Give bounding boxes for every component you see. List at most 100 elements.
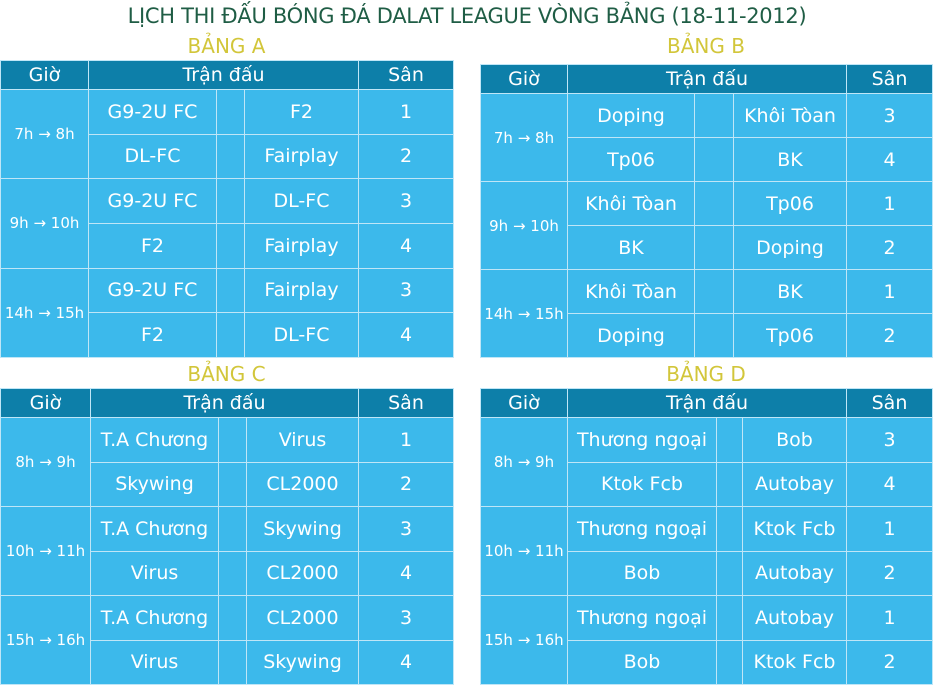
header-time: Giờ <box>0 388 91 418</box>
home-team: G9-2U FC <box>88 89 217 135</box>
field-number: 4 <box>358 222 454 269</box>
away-team: CL2000 <box>246 550 359 596</box>
group-title: BẢNG C <box>187 362 266 386</box>
table-row: Bob Ktok Fcb 2 <box>481 639 933 685</box>
home-team: Virus <box>90 550 219 596</box>
time-slot: 14h → 15h <box>0 267 89 358</box>
home-team: Bob <box>567 550 717 596</box>
page-title: LỊCH THI ĐẤU BÓNG ĐÁ DALAT LEAGUE VÒNG B… <box>127 4 807 28</box>
field-number: 3 <box>846 93 933 138</box>
field-number: 3 <box>358 267 454 314</box>
field-number: 4 <box>846 137 933 182</box>
away-team: Doping <box>733 225 847 270</box>
vs-spacer <box>694 181 734 226</box>
time-slot: 9h → 10h <box>480 181 568 270</box>
away-team: Bob <box>742 417 847 463</box>
field-number: 2 <box>846 313 933 358</box>
field-number: 2 <box>846 550 933 596</box>
table-row: F2 DL-FC 4 <box>1 312 454 358</box>
home-team: Doping <box>567 313 695 358</box>
away-team: Ktok Fcb <box>742 506 847 552</box>
table-row: Doping Tp06 2 <box>481 313 933 358</box>
vs-spacer <box>716 595 743 641</box>
header-match: Trận đấu <box>567 388 847 418</box>
field-number: 2 <box>358 461 454 507</box>
field-number: 1 <box>358 417 454 463</box>
group-title: BẢNG A <box>187 34 266 58</box>
vs-spacer <box>216 312 245 358</box>
home-team: DL-FC <box>88 133 217 180</box>
header-time: Giờ <box>480 64 568 94</box>
home-team: BK <box>567 225 695 270</box>
header-row: Giờ Trận đấu Sân <box>480 64 933 94</box>
header-field: Sân <box>358 388 454 418</box>
group-title: BẢNG D <box>666 362 746 386</box>
home-team: T.A Chương <box>90 595 219 641</box>
vs-spacer <box>716 461 743 507</box>
field-number: 4 <box>846 461 933 507</box>
field-number: 1 <box>846 181 933 226</box>
vs-spacer <box>694 269 734 314</box>
table-row: 15h → 16h T.A Chương CL2000 3 <box>0 595 454 685</box>
table-row: Ktok Fcb Autobay 4 <box>481 461 933 507</box>
away-team: Ktok Fcb <box>742 639 847 685</box>
header-row: Giờ Trận đấu Sân <box>480 388 933 418</box>
away-team: Autobay <box>742 550 847 596</box>
table-row: Virus CL2000 4 <box>1 550 454 596</box>
table-row: 7h → 8h G9-2U FC F2 1 <box>0 88 454 180</box>
table-row: 10h → 11h T.A Chương Skywing 3 <box>0 506 454 596</box>
vs-spacer <box>716 506 743 552</box>
header-row: Giờ Trận đấu Sân <box>0 60 454 90</box>
away-team: Fairplay <box>244 222 359 269</box>
vs-spacer <box>694 93 734 138</box>
away-team: Fairplay <box>244 133 359 180</box>
header-row: Giờ Trận đấu Sân <box>0 388 454 418</box>
vs-spacer <box>694 313 734 358</box>
table-row: 10h → 11h Thương ngoại Ktok Fcb 1 <box>480 506 933 596</box>
vs-spacer <box>218 639 247 685</box>
time-slot: 14h → 15h <box>480 269 568 358</box>
home-team: Khôi Tòan <box>567 269 695 314</box>
home-team: G9-2U FC <box>88 267 217 314</box>
table-row: Virus Skywing 4 <box>1 639 454 685</box>
vs-spacer <box>716 550 743 596</box>
group-table-a: Giờ Trận đấu Sân 7h → 8h G9-2U FC F2 1 DL-FC Fai… <box>0 60 454 358</box>
vs-spacer <box>218 461 247 507</box>
field-number: 3 <box>358 178 454 224</box>
table-row: BK Doping 2 <box>481 225 933 270</box>
vs-spacer <box>218 506 247 552</box>
away-team: CL2000 <box>246 461 359 507</box>
home-team: F2 <box>88 222 217 269</box>
vs-spacer <box>216 178 245 224</box>
vs-spacer <box>216 267 245 314</box>
header-match: Trận đấu <box>567 64 847 94</box>
vs-spacer <box>216 133 245 180</box>
table-row: Skywing CL2000 2 <box>1 461 454 507</box>
vs-spacer <box>218 417 247 463</box>
field-number: 1 <box>358 89 454 135</box>
vs-spacer <box>716 417 743 463</box>
away-team: Skywing <box>246 506 359 552</box>
field-number: 4 <box>358 312 454 358</box>
header-match: Trận đấu <box>88 60 359 90</box>
away-team: Tp06 <box>733 181 847 226</box>
field-number: 2 <box>846 639 933 685</box>
field-number: 2 <box>846 225 933 270</box>
time-slot: 7h → 8h <box>0 88 89 180</box>
vs-spacer <box>694 225 734 270</box>
table-row: Bob Autobay 2 <box>481 550 933 596</box>
home-team: Tp06 <box>567 137 695 182</box>
vs-spacer <box>218 550 247 596</box>
table-row: 9h → 10h Khôi Tòan Tp06 1 <box>480 181 933 270</box>
table-row: 15h → 16h Thương ngoại Autobay 1 <box>480 595 933 685</box>
vs-spacer <box>216 89 245 135</box>
vs-spacer <box>694 137 734 182</box>
table-row: F2 Fairplay 4 <box>1 222 454 269</box>
table-row: 7h → 8h Doping Khôi Tòan 3 <box>480 93 933 182</box>
header-field: Sân <box>846 64 933 94</box>
field-number: 1 <box>846 506 933 552</box>
time-slot: 8h → 9h <box>0 417 91 507</box>
home-team: Thương ngoại <box>567 417 717 463</box>
home-team: Thương ngoại <box>567 506 717 552</box>
home-team: Thương ngoại <box>567 595 717 641</box>
